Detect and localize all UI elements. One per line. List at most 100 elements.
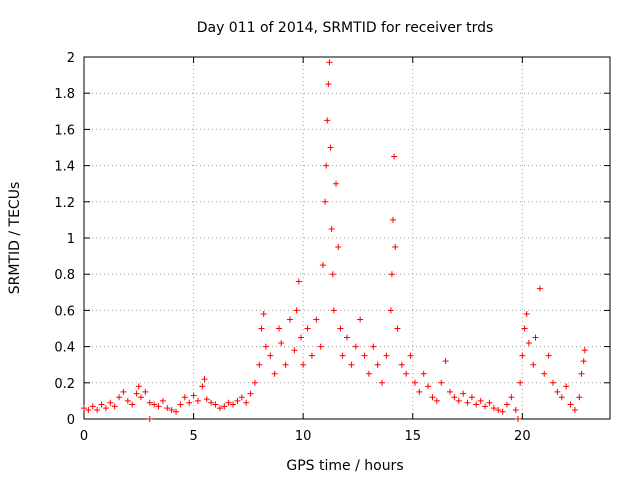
y-tick-label: 1.2 [54,196,75,211]
data-point [514,416,521,422]
data-point [325,81,332,88]
data-point [293,307,300,314]
data-point [499,408,506,415]
data-point [387,307,394,314]
data-point [177,401,184,408]
data-point [455,397,462,404]
data-point [438,379,445,386]
data-point [155,403,162,410]
data-point [541,370,548,377]
data-point [297,334,304,341]
data-point [203,396,210,403]
data-point [251,379,258,386]
data-point [525,339,532,346]
data-point [379,379,386,386]
data-points [81,59,588,422]
data-point [323,162,330,169]
data-point [545,352,552,359]
data-point [521,325,528,332]
data-point [460,390,467,397]
data-point [135,383,142,390]
data-point [503,401,510,408]
data-point [344,334,350,341]
y-tick-label: 0.2 [54,377,75,392]
data-point [451,394,458,401]
data-point [129,401,136,408]
data-point [580,358,587,365]
data-point [322,198,329,205]
data-point [313,316,320,323]
data-point [464,399,471,406]
y-tick-label: 1.6 [54,123,75,138]
data-point [159,397,166,404]
x-tick-label: 20 [514,429,531,444]
data-point [116,394,123,401]
data-point [291,347,298,354]
data-point [429,394,436,401]
data-point [146,399,153,406]
data-point [190,392,197,399]
data-point [337,325,344,332]
data-point [473,401,480,408]
y-tick-label: 0.4 [54,341,75,356]
data-point [532,334,539,341]
data-point [442,358,449,365]
data-point [330,307,337,314]
data-point [407,352,414,359]
data-point [339,352,346,359]
x-tick-label: 10 [295,429,312,444]
data-point [81,405,87,412]
data-point [425,383,432,390]
data-point [477,397,484,404]
data-point [317,343,324,350]
data-point [151,401,158,408]
data-point [517,379,524,386]
data-point [319,262,326,269]
x-tick-label: 5 [189,429,197,444]
data-point [578,370,585,377]
data-point [225,399,232,406]
data-point [262,343,269,350]
data-point [328,225,335,232]
data-point [388,271,395,278]
data-point [102,405,109,412]
x-tick-label: 15 [404,429,421,444]
data-point [571,406,578,413]
data-point [168,406,175,413]
data-point [563,383,570,390]
data-point [146,416,153,422]
data-point [258,325,265,332]
data-point [490,405,497,412]
data-point [576,394,583,401]
x-axis-label: GPS time / hours [286,458,403,474]
data-point [567,401,574,408]
data-point [107,399,114,406]
y-tick-label: 1.4 [54,160,75,175]
data-point [300,361,307,368]
data-point [324,117,331,124]
data-point [142,388,149,395]
data-point [392,244,399,251]
x-tick-label: 0 [80,429,88,444]
data-point [238,394,245,401]
data-point [348,361,355,368]
data-point [212,401,219,408]
data-point [276,325,283,332]
data-point [287,316,294,323]
data-point [333,180,340,187]
data-point [365,370,372,377]
y-tick-label: 0.6 [54,304,75,319]
data-point [208,399,215,406]
data-point [370,343,377,350]
y-tick-label: 2 [67,51,75,66]
data-point [361,352,368,359]
data-point [194,397,201,404]
data-point [411,379,418,386]
data-point [482,403,489,410]
data-point [558,394,565,401]
data-point [201,376,208,383]
data-point [295,278,302,285]
data-point [486,399,493,406]
data-point [416,388,423,395]
